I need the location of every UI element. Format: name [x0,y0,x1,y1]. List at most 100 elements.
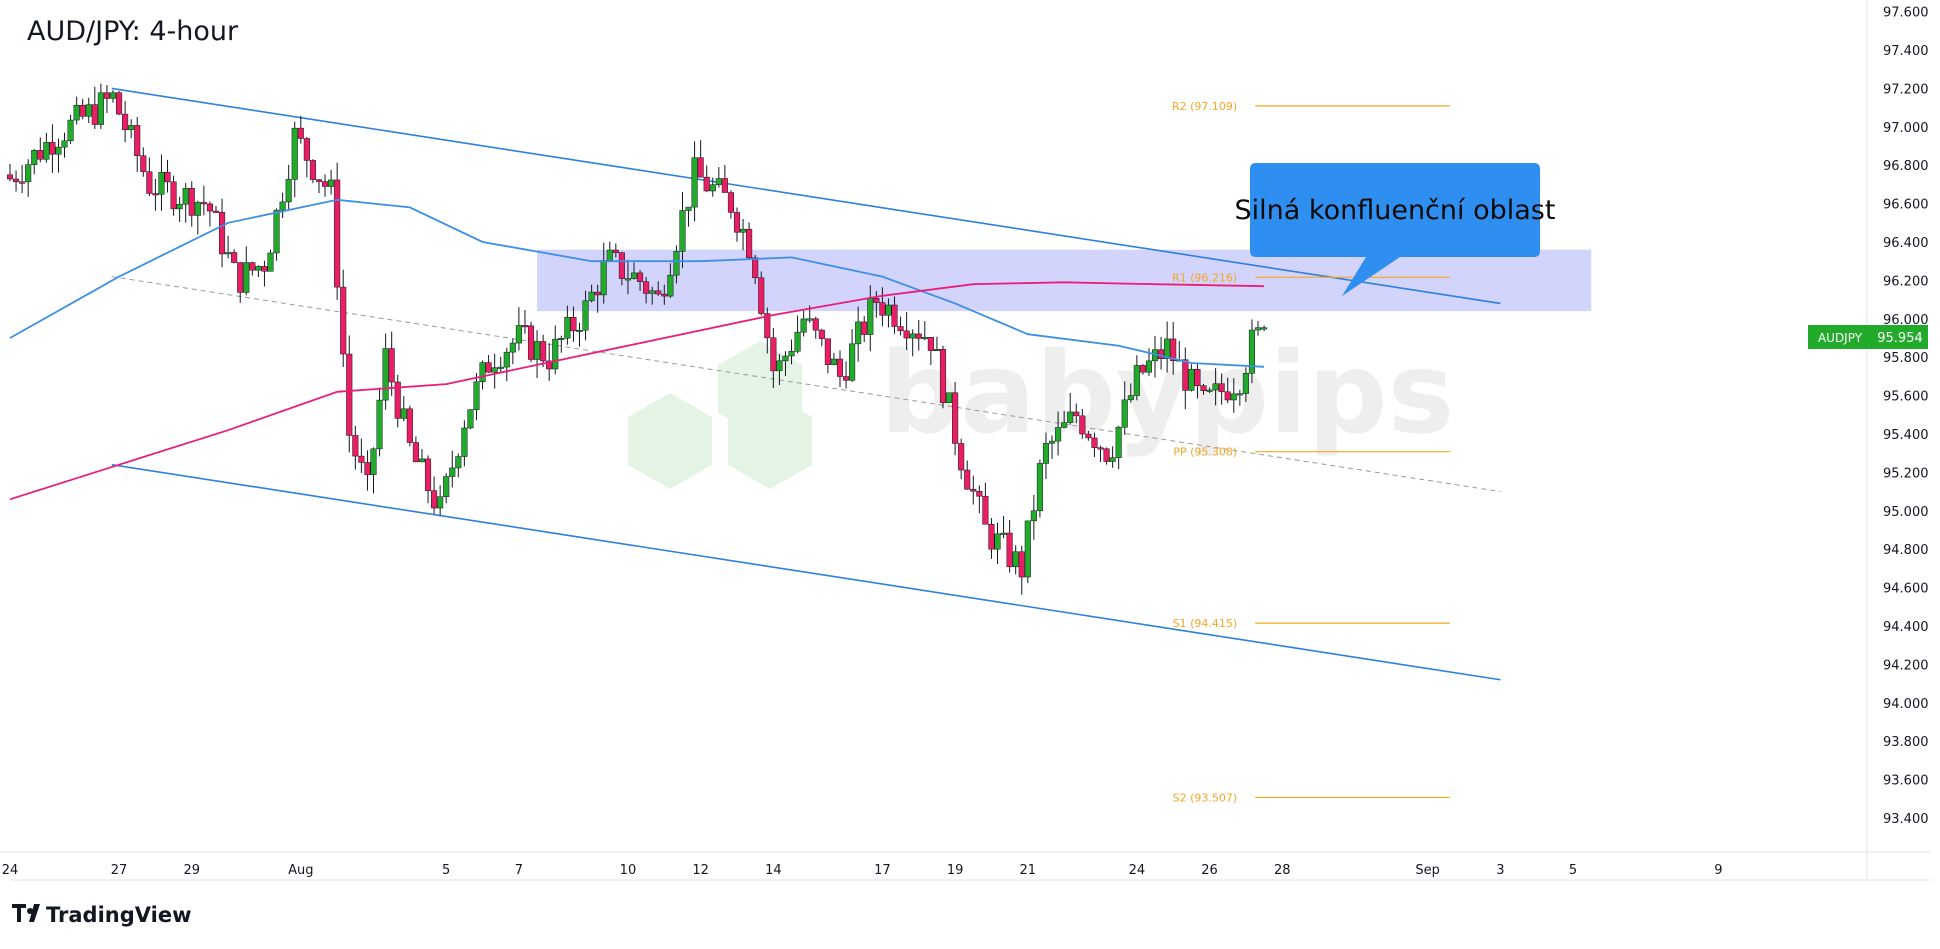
candle-bear [721,178,728,193]
candle-bull [588,291,595,302]
candle-bull [158,171,165,195]
candle-bull [291,127,298,180]
candle-bear [764,313,771,339]
sma-200-line [9,281,1265,501]
candle-bear [79,104,86,117]
candle-bear [727,192,734,213]
candle-bear [303,138,310,161]
candle-bull [225,252,232,255]
candle-bear [1079,415,1086,435]
candle-bear [752,257,759,279]
candle-bear [879,302,886,316]
confluence-zone [537,249,1592,312]
pivot-label: R1 (96.216) [1172,271,1237,284]
candle-bull [55,146,62,155]
candle-bear [915,333,922,339]
candle-bull [806,318,813,321]
y-tick-label: 97.000 [1883,121,1929,136]
candle-bear [91,104,98,125]
candle-bear [746,228,753,259]
candle-bull [109,92,117,99]
candle-bear [697,157,704,178]
candle-bear [1170,338,1177,362]
candle-bull [921,337,928,340]
candle-bull [473,381,480,410]
x-tick-label: 29 [183,863,200,878]
candle-bear [1194,369,1201,386]
candle-bull [691,157,698,208]
y-tick-label: 94.800 [1883,543,1929,558]
candle-bull [1121,399,1128,428]
candle-bear [770,337,777,372]
candle-bull [1127,395,1134,401]
candle-bear [661,293,668,297]
x-tick-label: Aug [288,863,313,878]
candle-bull [85,104,92,117]
candle-bear [618,252,625,279]
candle-bear [521,325,529,328]
candle-bull [1109,457,1116,462]
candle-bear [412,442,419,463]
x-tick-label: 5 [1569,863,1577,878]
candle-bull [1061,422,1068,428]
candle-bull [461,427,468,457]
candle-bear [570,316,577,332]
candle-bull [679,210,686,252]
candle-bear [218,212,226,255]
candle-bull [534,341,541,360]
candle-bull [776,360,783,372]
candle-bull [25,164,32,183]
candle-bear [103,92,110,99]
candle-bear [703,176,710,192]
candle-bull [1206,389,1213,392]
candle-bull [437,496,444,509]
candle-bear [340,286,347,355]
candle-bear [146,171,153,194]
y-tick-label: 94.400 [1883,620,1929,635]
channel-lower-line [111,463,1501,681]
candle-bear [321,181,329,187]
candle-bear [116,92,123,115]
candle-bull [279,201,286,211]
candle-bear [49,142,56,155]
candle-bear [594,291,601,296]
y-tick-label: 95.600 [1883,390,1929,405]
candle-bear [637,272,644,282]
candle-bear [134,125,141,156]
candle-bear [1200,385,1207,391]
candle-bear [939,349,947,403]
candle-bull [1000,532,1007,535]
candle-bear [818,329,825,339]
candle-bear [873,298,880,303]
candle-bear [261,266,268,272]
candle-bear [970,488,977,492]
candle-bull [1261,327,1268,330]
candle-bear [1091,437,1098,448]
candle-bear [546,360,553,370]
candle-bull [800,318,807,333]
x-tick-label: 9 [1714,863,1722,878]
candle-bear [1085,433,1092,439]
candle-bull [479,362,486,383]
candle-bull [709,184,716,192]
candle-bull [443,476,450,497]
candle-bear [982,495,989,525]
candle-bear [843,376,850,381]
candle-bear [485,362,492,373]
x-tick-label: 3 [1496,863,1504,878]
chart-title: AUD/JPY: 4-hour [27,16,239,47]
candle-bear [37,150,44,160]
candle-bear [364,462,371,475]
candle-bear [394,381,401,419]
candle-bear [315,179,323,182]
candle-bear [1218,383,1225,393]
candle-bear [140,155,147,172]
candle-bull [285,179,292,203]
candle-bear [1006,532,1013,568]
y-tick-label: 95.400 [1883,428,1929,443]
channel-upper-line [111,87,1501,305]
x-tick-label: Sep [1415,863,1440,878]
candle-bull [994,533,1001,550]
candle-bull [552,338,559,370]
